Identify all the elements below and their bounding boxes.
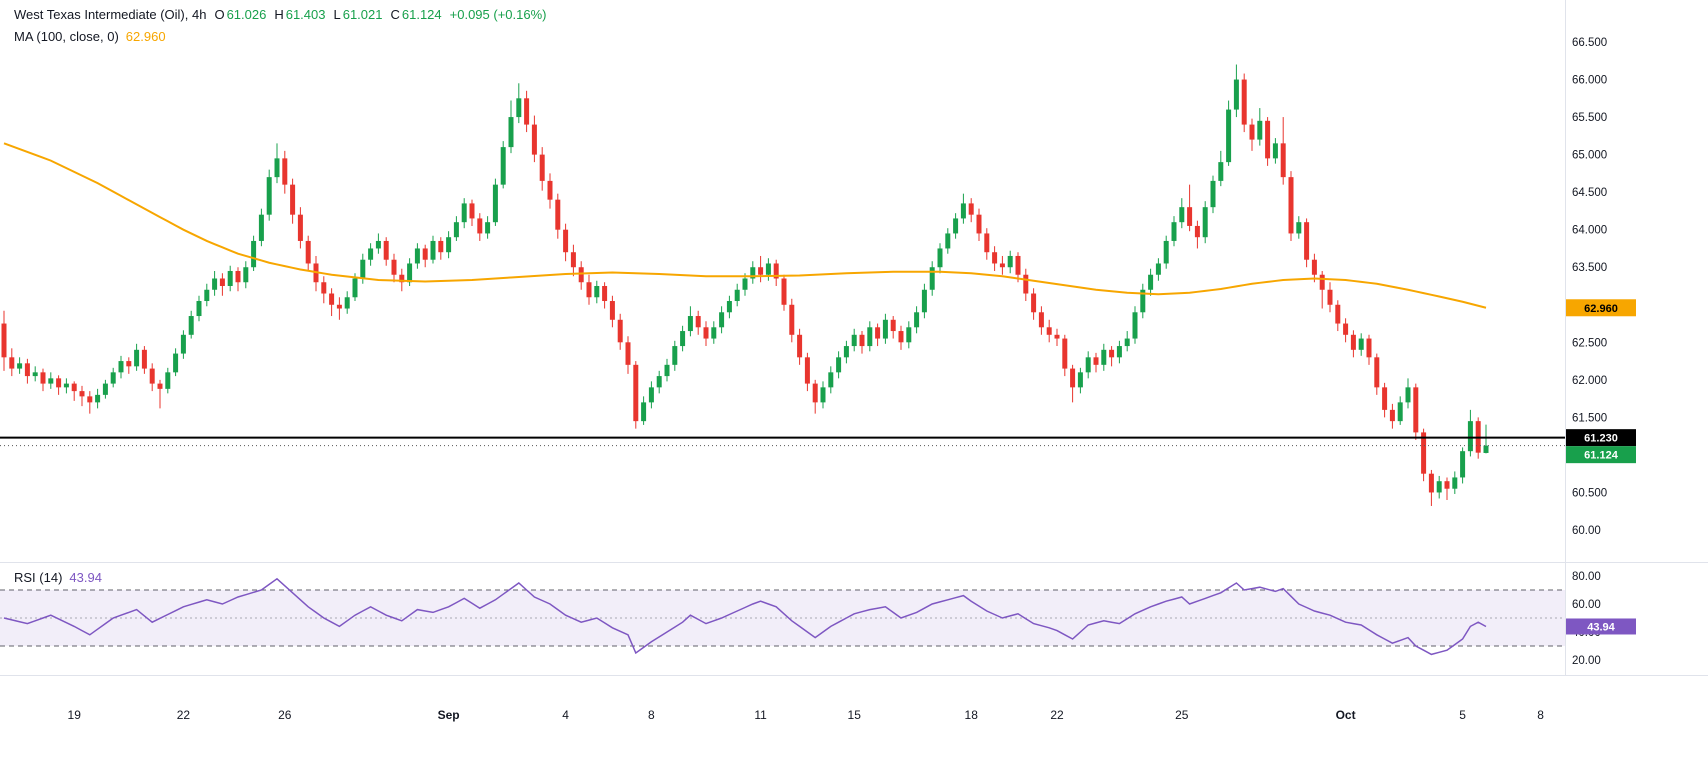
svg-text:26: 26 — [278, 708, 292, 722]
svg-text:63.500: 63.500 — [1572, 262, 1607, 274]
price-pane: 66.500 66.000 65.500 65.000 64.500 64.000 63.5… — [0, 0, 1708, 563]
svg-text:61.500: 61.500 — [1572, 412, 1607, 424]
svg-text:65.500: 65.500 — [1572, 112, 1607, 124]
svg-text:65.000: 65.000 — [1572, 150, 1607, 162]
time-axis-canvas[interactable]: 19 22 26 Sep 4 8 11 15 18 22 25 Oct 5 8 — [0, 676, 1708, 778]
svg-text:62.000: 62.000 — [1572, 375, 1607, 387]
svg-text:64.000: 64.000 — [1572, 225, 1607, 237]
svg-text:60.500: 60.500 — [1572, 487, 1607, 499]
ma-line — [3, 142, 1487, 309]
svg-text:15: 15 — [848, 708, 862, 722]
svg-text:20.00: 20.00 — [1572, 655, 1601, 667]
time-labels[interactable]: 19 22 26 Sep 4 8 11 15 18 22 25 Oct 5 8 — [68, 708, 1545, 722]
svg-text:5: 5 — [1459, 708, 1466, 722]
svg-text:8: 8 — [1537, 708, 1544, 722]
svg-text:61.124: 61.124 — [1584, 450, 1619, 462]
price-badge — [1566, 446, 1636, 464]
svg-text:8: 8 — [648, 708, 655, 722]
rsi-badge — [1566, 618, 1636, 635]
price-badge — [1566, 429, 1636, 447]
svg-text:43.94: 43.94 — [1587, 621, 1615, 633]
svg-text:61.230: 61.230 — [1584, 433, 1618, 445]
svg-text:64.500: 64.500 — [1572, 187, 1607, 199]
svg-text:22: 22 — [177, 708, 191, 722]
svg-text:18: 18 — [965, 708, 979, 722]
svg-text:4: 4 — [562, 708, 569, 722]
svg-text:60.00: 60.00 — [1572, 599, 1601, 611]
svg-text:60.00: 60.00 — [1572, 525, 1601, 537]
svg-text:19: 19 — [68, 708, 82, 722]
svg-text:62.500: 62.500 — [1572, 337, 1607, 349]
svg-text:80.00: 80.00 — [1572, 571, 1601, 583]
svg-text:66.500: 66.500 — [1572, 37, 1607, 49]
svg-text:Oct: Oct — [1336, 708, 1356, 722]
time-axis[interactable]: 19 22 26 Sep 4 8 11 15 18 22 25 Oct 5 8 — [0, 676, 1708, 778]
svg-text:22: 22 — [1050, 708, 1064, 722]
price-badges: 62.960 61.230 61.124 — [1566, 299, 1636, 464]
price-chart-canvas[interactable]: 66.500 66.000 65.500 65.000 64.500 64.000 63.5… — [0, 0, 1708, 562]
candles-group — [1, 64, 1489, 506]
svg-text:62.960: 62.960 — [1584, 303, 1618, 315]
svg-text:Sep: Sep — [438, 708, 460, 722]
svg-text:25: 25 — [1175, 708, 1189, 722]
rsi-line — [3, 577, 1487, 656]
svg-text:11: 11 — [754, 708, 767, 722]
svg-text:66.000: 66.000 — [1572, 75, 1607, 87]
price-badge — [1566, 299, 1636, 317]
